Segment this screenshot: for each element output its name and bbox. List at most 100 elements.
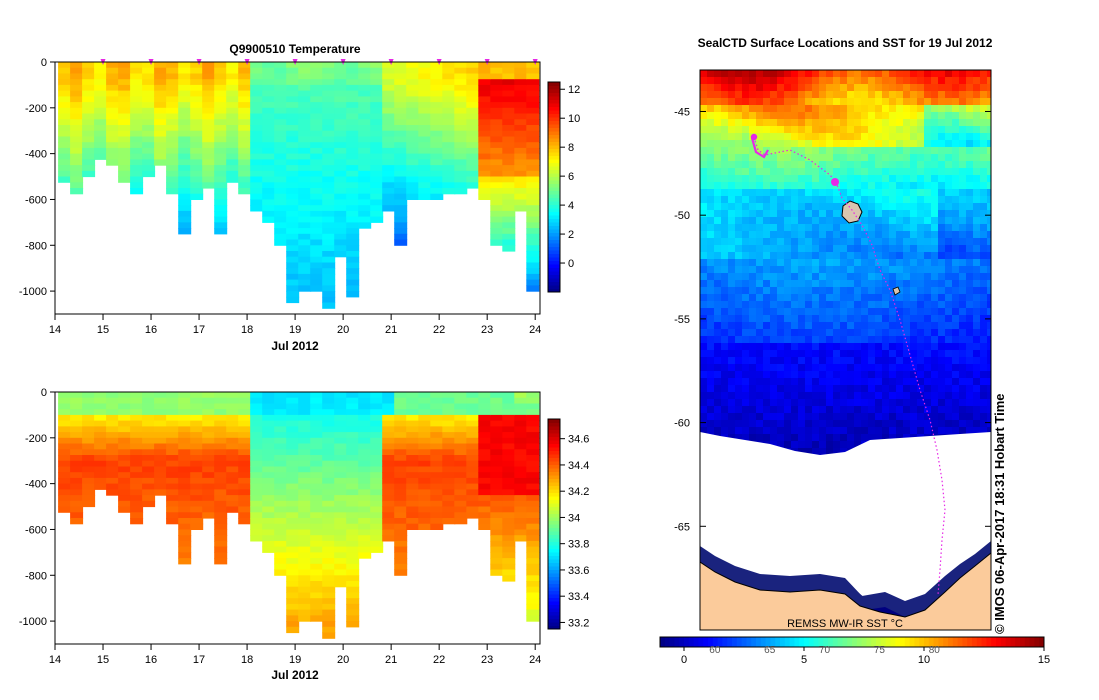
sst-cell xyxy=(756,98,764,106)
profile-cell xyxy=(286,575,300,582)
profile-cell xyxy=(514,426,528,433)
profile-cell xyxy=(106,153,120,160)
profile-cell xyxy=(358,199,372,206)
sst-cell xyxy=(833,322,841,330)
sst-cell xyxy=(763,406,771,414)
profile-cell xyxy=(178,136,192,143)
profile-cell xyxy=(334,455,348,462)
profile-cell xyxy=(286,176,300,183)
sst-cell xyxy=(896,231,904,239)
sst-cell xyxy=(840,378,848,386)
sst-cell xyxy=(777,112,785,120)
sst-cell xyxy=(805,175,813,183)
sst-cell xyxy=(749,357,757,365)
sst-cell xyxy=(952,343,960,351)
sst-cell xyxy=(910,112,918,120)
profile-cell xyxy=(514,414,528,422)
sst-cell xyxy=(777,245,785,253)
sst-cell xyxy=(700,133,708,141)
sst-cell xyxy=(756,105,764,113)
sst-cell xyxy=(931,308,939,316)
profile-cell xyxy=(466,119,480,126)
profile-cell xyxy=(358,546,372,553)
profile-cell xyxy=(370,512,384,519)
profile-cell xyxy=(166,147,180,155)
profile-cell xyxy=(58,84,72,92)
profile-cell xyxy=(286,477,300,485)
profile-cell xyxy=(478,443,492,450)
sst-cell xyxy=(714,371,722,379)
profile-cell xyxy=(298,107,312,115)
sst-cell xyxy=(742,308,750,316)
sst-cell xyxy=(700,217,708,225)
profile-cell xyxy=(370,210,384,218)
sst-cell xyxy=(896,434,904,442)
profile-cell xyxy=(94,472,108,479)
sst-cell xyxy=(700,252,708,260)
sst-cell xyxy=(819,371,827,379)
sst-cell xyxy=(798,154,806,162)
sst-cell xyxy=(707,154,715,162)
sst-cell xyxy=(987,217,991,225)
profile-cell xyxy=(418,420,432,427)
sst-cell xyxy=(910,77,918,85)
profile-cell xyxy=(94,460,108,467)
profile-cell xyxy=(370,392,384,399)
profile-cell xyxy=(190,67,204,74)
sst-cell xyxy=(714,238,722,246)
sst-cell xyxy=(714,196,722,204)
sst-cell xyxy=(903,413,911,421)
profile-cell xyxy=(346,153,360,160)
sst-cell xyxy=(896,329,904,337)
sst-cell xyxy=(770,175,778,183)
sst-cell xyxy=(819,322,827,330)
profile-cell xyxy=(322,268,336,275)
profile-cell xyxy=(82,489,96,496)
profile-cell xyxy=(178,176,192,183)
sst-cell xyxy=(959,105,967,113)
sst-cell xyxy=(924,371,932,379)
sst-cell xyxy=(749,175,757,183)
sst-cell xyxy=(945,119,953,127)
sst-cell xyxy=(931,315,939,323)
sst-cell xyxy=(903,357,911,365)
sst-cell xyxy=(882,315,890,323)
sst-cell xyxy=(707,364,715,372)
profile-cell xyxy=(274,130,288,137)
sst-cell xyxy=(763,294,771,302)
sst-cell xyxy=(805,259,813,267)
y-tick-label: -600 xyxy=(25,194,47,206)
profile-cell xyxy=(358,540,372,548)
profile-cell xyxy=(526,210,540,218)
sst-cell xyxy=(889,168,897,176)
profile-cell xyxy=(238,489,252,496)
sst-cell xyxy=(833,280,841,288)
sst-cell xyxy=(707,371,715,379)
sst-cell xyxy=(798,350,806,358)
profile-cell xyxy=(298,581,312,588)
profile-cell xyxy=(418,466,432,473)
profile-cell xyxy=(370,107,384,115)
sst-cell xyxy=(966,126,974,134)
sst-cell xyxy=(896,252,904,260)
profile-cell xyxy=(106,130,120,137)
sst-cell xyxy=(777,182,785,190)
profile-cell xyxy=(106,84,120,92)
profile-cell xyxy=(526,147,540,155)
sst-cell xyxy=(903,364,911,372)
sst-cell xyxy=(728,203,736,211)
sst-cell xyxy=(826,448,834,456)
sst-cell xyxy=(945,70,953,78)
sst-cell xyxy=(798,245,806,253)
profile-cell xyxy=(358,165,372,172)
profile-cell xyxy=(250,205,264,212)
sst-cell xyxy=(777,371,785,379)
sst-cell xyxy=(987,259,991,267)
profile-cell xyxy=(322,79,336,86)
sst-cell xyxy=(784,385,792,393)
sst-cell xyxy=(861,133,869,141)
sst-cell xyxy=(889,350,897,358)
profile-cell xyxy=(106,455,120,462)
profile-cell xyxy=(118,477,132,485)
sst-cell xyxy=(707,280,715,288)
